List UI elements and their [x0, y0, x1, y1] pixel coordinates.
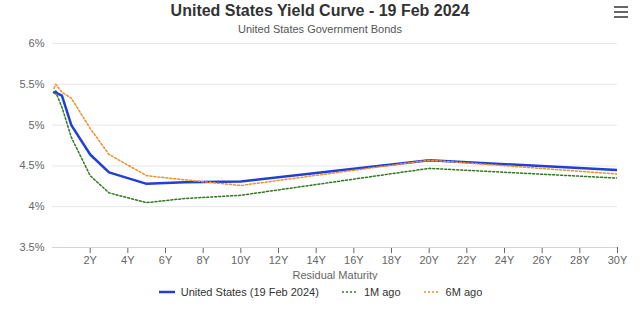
svg-text:4Y: 4Y	[121, 254, 135, 266]
svg-text:24Y: 24Y	[495, 254, 515, 266]
svg-text:8Y: 8Y	[196, 254, 210, 266]
svg-text:18Y: 18Y	[382, 254, 402, 266]
svg-text:16Y: 16Y	[344, 254, 364, 266]
svg-text:26Y: 26Y	[532, 254, 552, 266]
svg-text:10Y: 10Y	[231, 254, 251, 266]
svg-text:Residual Maturity: Residual Maturity	[293, 269, 378, 281]
html-text:United States (19 Feb 2024): United States (19 Feb 2024)	[180, 286, 319, 298]
html-text:6M ago: 6M ago	[445, 286, 483, 298]
svg-text:2Y: 2Y	[83, 254, 97, 266]
svg-text:22Y: 22Y	[457, 254, 477, 266]
html-text:1M ago: 1M ago	[363, 286, 401, 298]
svg-text:6Y: 6Y	[159, 254, 173, 266]
html-text:United States Yield Curve - 19: United States Yield Curve - 19 Feb 2024	[170, 2, 470, 19]
svg-text:5.5%: 5.5%	[19, 78, 44, 90]
svg-text:6%: 6%	[29, 37, 45, 49]
svg-text:28Y: 28Y	[570, 254, 590, 266]
svg-text:3.5%: 3.5%	[19, 241, 44, 253]
svg-text:20Y: 20Y	[419, 254, 439, 266]
svg-text:12Y: 12Y	[269, 254, 289, 266]
html-text:United States Government Bonds: United States Government Bonds	[238, 23, 402, 35]
svg-text:4%: 4%	[29, 200, 45, 212]
svg-text:30Y: 30Y	[608, 254, 628, 266]
svg-text:4.5%: 4.5%	[19, 159, 44, 171]
svg-text:5%: 5%	[29, 119, 45, 131]
svg-text:14Y: 14Y	[306, 254, 326, 266]
